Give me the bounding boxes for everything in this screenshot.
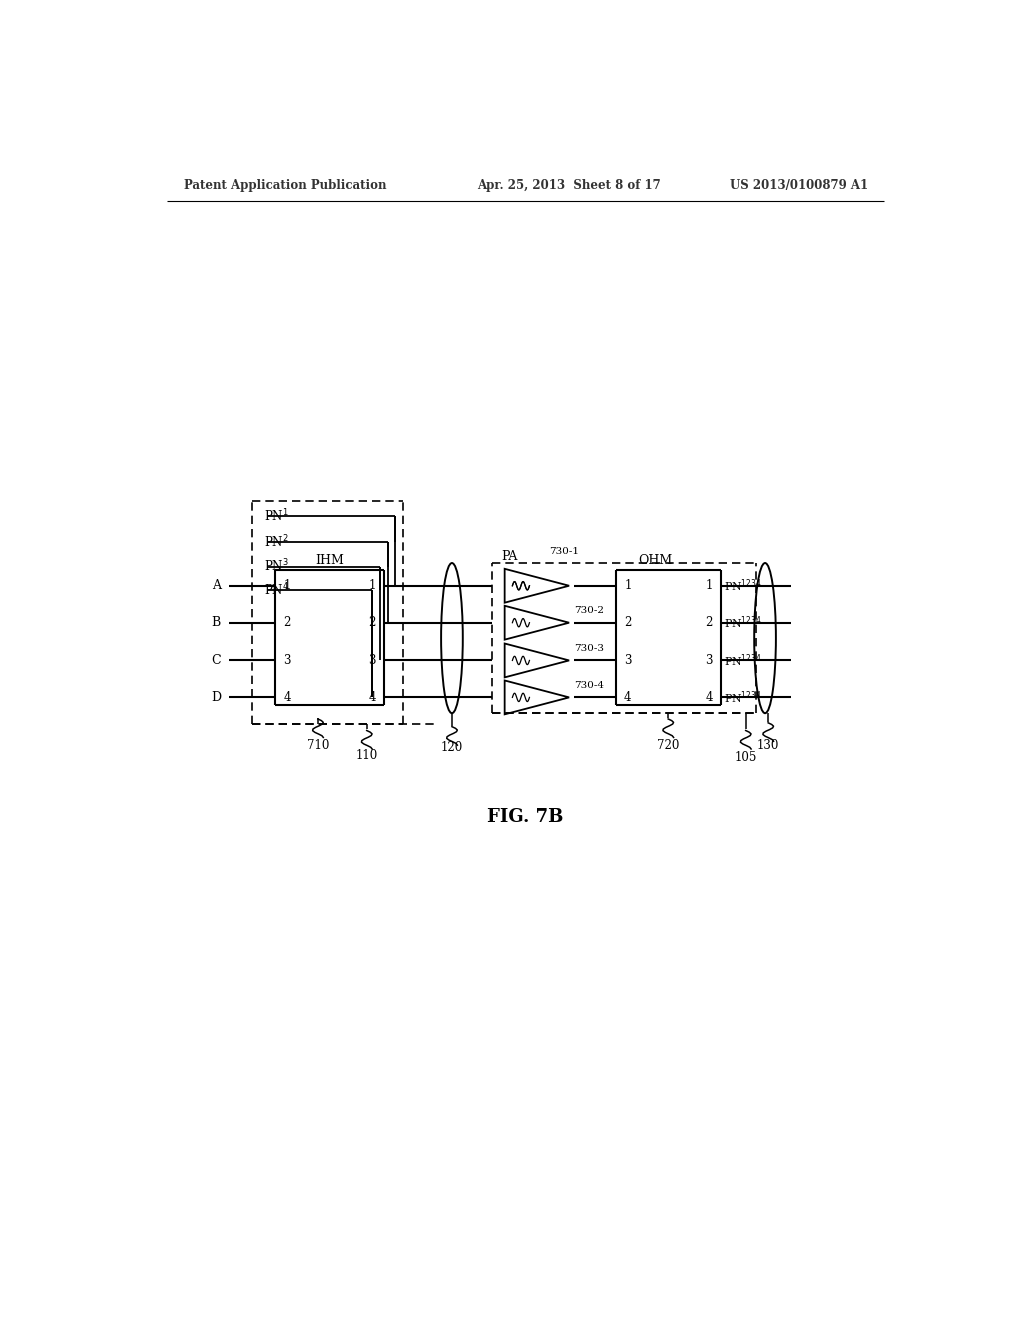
Text: 710: 710 <box>306 739 329 751</box>
Text: PN$^1$: PN$^1$ <box>264 508 289 525</box>
Text: 730-1: 730-1 <box>549 548 579 557</box>
Text: 3: 3 <box>369 653 376 667</box>
Text: 2: 2 <box>284 616 291 630</box>
Text: 1: 1 <box>369 579 376 593</box>
Text: PN$^{1234}$: PN$^{1234}$ <box>724 614 762 631</box>
Text: IHM: IHM <box>315 554 344 566</box>
Text: Patent Application Publication: Patent Application Publication <box>183 178 386 191</box>
Text: A: A <box>212 579 221 593</box>
Text: PN$^4$: PN$^4$ <box>264 581 290 598</box>
Text: PN$^3$: PN$^3$ <box>264 558 289 574</box>
Text: PA: PA <box>501 550 517 564</box>
Text: 3: 3 <box>624 653 632 667</box>
Text: 720: 720 <box>657 739 679 751</box>
Text: B: B <box>212 616 221 630</box>
Text: PN$^2$: PN$^2$ <box>264 533 289 550</box>
Text: 110: 110 <box>355 748 378 762</box>
Text: 4: 4 <box>369 690 376 704</box>
Text: FIG. 7B: FIG. 7B <box>486 808 563 826</box>
Text: 3: 3 <box>706 653 713 667</box>
Text: OHM: OHM <box>638 554 672 566</box>
Text: Apr. 25, 2013  Sheet 8 of 17: Apr. 25, 2013 Sheet 8 of 17 <box>477 178 660 191</box>
Text: PN$^{1234}$: PN$^{1234}$ <box>724 689 762 706</box>
Text: PN$^{1234}$: PN$^{1234}$ <box>724 577 762 594</box>
Text: 730-4: 730-4 <box>573 681 604 689</box>
Text: 730-3: 730-3 <box>573 644 604 652</box>
Text: 2: 2 <box>706 616 713 630</box>
Text: 4: 4 <box>283 690 291 704</box>
Text: US 2013/0100879 A1: US 2013/0100879 A1 <box>730 178 868 191</box>
Text: PN$^{1234}$: PN$^{1234}$ <box>724 652 762 669</box>
Text: 120: 120 <box>440 741 463 754</box>
Text: 1: 1 <box>706 579 713 593</box>
Text: 105: 105 <box>734 751 757 764</box>
Text: C: C <box>211 653 221 667</box>
Text: 730-2: 730-2 <box>573 606 604 615</box>
Text: 4: 4 <box>706 690 713 704</box>
Text: 2: 2 <box>625 616 632 630</box>
Text: 1: 1 <box>625 579 632 593</box>
Text: 3: 3 <box>283 653 291 667</box>
Text: D: D <box>211 690 221 704</box>
Text: 130: 130 <box>757 739 779 751</box>
Text: 2: 2 <box>369 616 376 630</box>
Text: 4: 4 <box>624 690 632 704</box>
Text: 1: 1 <box>284 579 291 593</box>
